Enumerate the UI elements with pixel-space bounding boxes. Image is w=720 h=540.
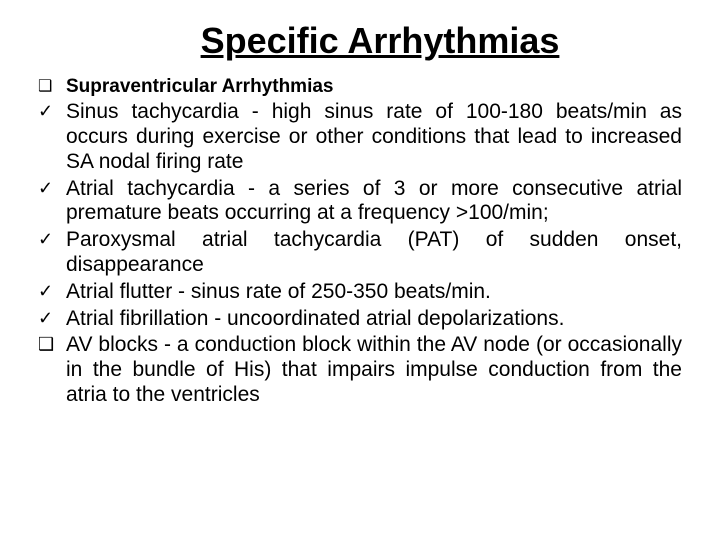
list-item-text: Atrial tachycardia - a series of 3 or mo… bbox=[66, 177, 682, 227]
list-item: ❑AV blocks - a conduction block within t… bbox=[38, 333, 682, 407]
list-item-text: Supraventricular Arrhythmias bbox=[66, 76, 682, 98]
square-icon: ❑ bbox=[38, 76, 66, 96]
list-item-text: Atrial fibrillation - uncoordinated atri… bbox=[66, 307, 682, 332]
check-icon: ✓ bbox=[38, 228, 66, 251]
arrhythmia-list: ❑Supraventricular Arrhythmias✓Sinus tach… bbox=[38, 76, 682, 408]
list-item: ✓Atrial tachycardia - a series of 3 or m… bbox=[38, 177, 682, 227]
list-item-text: Atrial flutter - sinus rate of 250-350 b… bbox=[66, 280, 682, 305]
check-icon: ✓ bbox=[38, 307, 66, 330]
list-item-text: Sinus tachycardia - high sinus rate of 1… bbox=[66, 100, 682, 174]
list-item-text: AV blocks - a conduction block within th… bbox=[66, 333, 682, 407]
check-icon: ✓ bbox=[38, 280, 66, 303]
list-item: ❑Supraventricular Arrhythmias bbox=[38, 76, 682, 98]
page-title: Specific Arrhythmias bbox=[78, 20, 682, 62]
list-item-text: Paroxysmal atrial tachycardia (PAT) of s… bbox=[66, 228, 682, 278]
check-icon: ✓ bbox=[38, 177, 66, 200]
check-icon: ✓ bbox=[38, 100, 66, 123]
list-item: ✓Sinus tachycardia - high sinus rate of … bbox=[38, 100, 682, 174]
list-item: ✓Atrial flutter - sinus rate of 250-350 … bbox=[38, 280, 682, 305]
list-item: ✓Atrial fibrillation - uncoordinated atr… bbox=[38, 307, 682, 332]
list-item: ✓Paroxysmal atrial tachycardia (PAT) of … bbox=[38, 228, 682, 278]
square-icon: ❑ bbox=[38, 333, 66, 356]
